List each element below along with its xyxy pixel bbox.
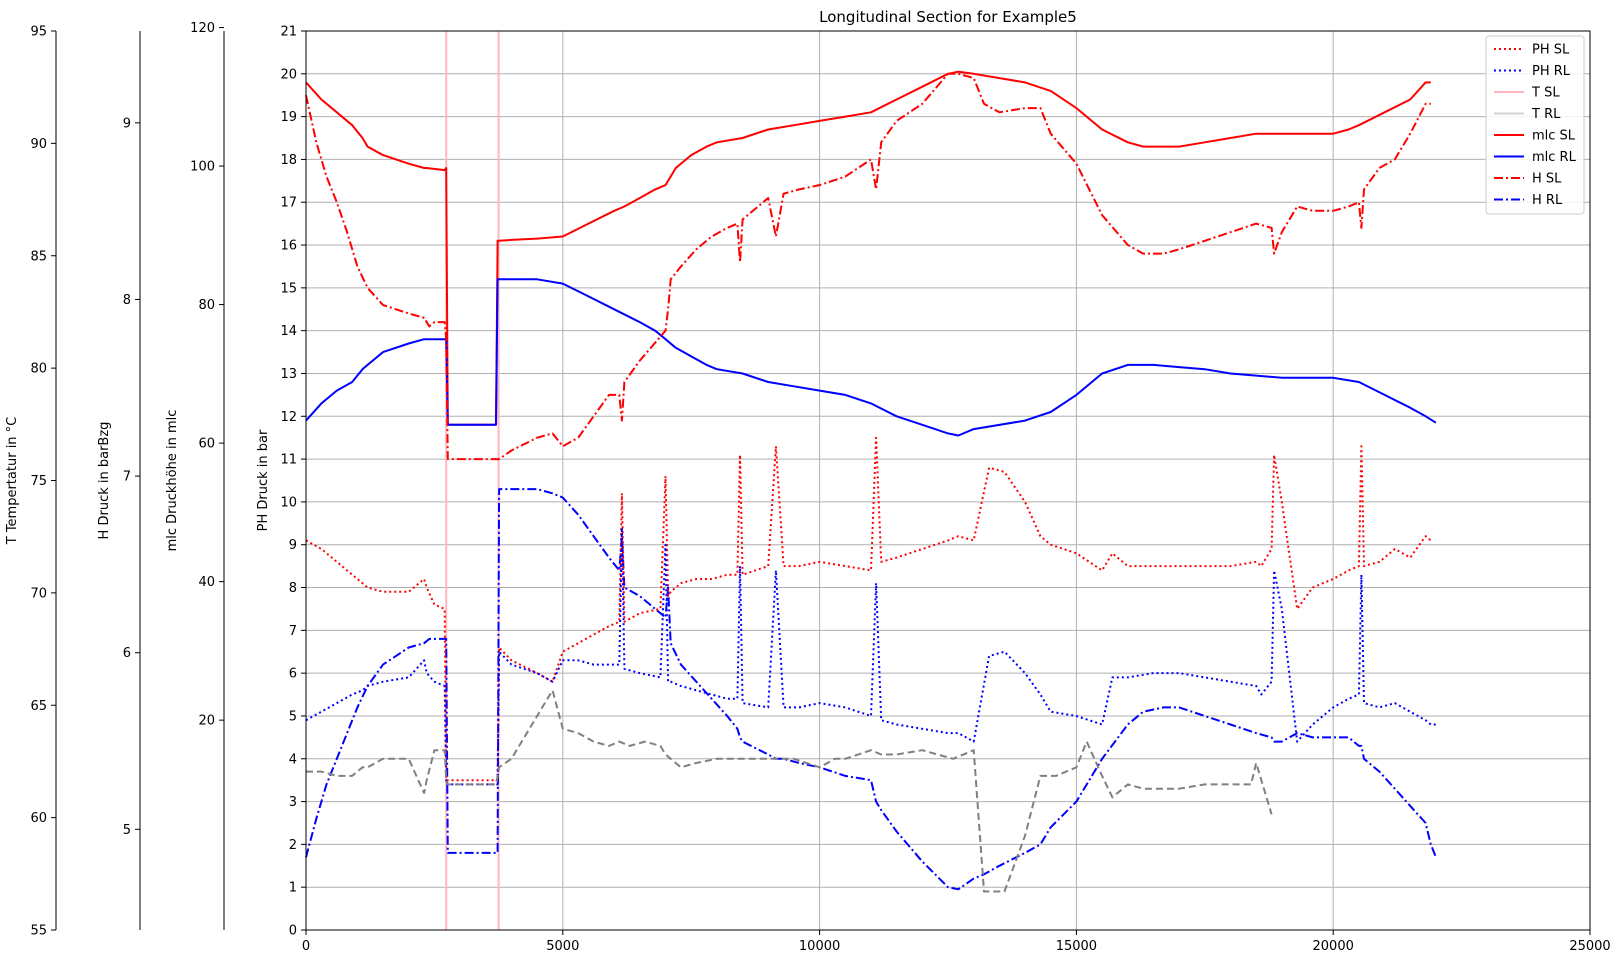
mlc-tick-label: 120 [190, 21, 215, 36]
ph-tick-label: 0 [289, 924, 297, 939]
mlc-axis: 20 40 60 80 100 120 mlc Druckhöhe in mlc [165, 21, 225, 930]
legend-label: mlc SL [1532, 129, 1576, 144]
ph-tick-label: 4 [289, 752, 297, 767]
legend-label: H RL [1532, 193, 1563, 208]
ph-tick-label: 9 [289, 538, 297, 553]
h-tick-label: 7 [123, 470, 131, 485]
series-layer [305, 31, 1437, 930]
ph-tick-label: 11 [280, 453, 297, 468]
x-tick-label: 15000 [1056, 939, 1097, 954]
x-axis: 0 5000 10000 15000 20000 25000 [302, 930, 1611, 954]
ph-tick-label: 8 [289, 581, 297, 596]
h-axis: 5 6 7 8 9 H Druck in barBzg [97, 31, 141, 930]
ph-tick-label: 20 [280, 67, 297, 82]
mlc-axis-label: mlc Druckhöhe in mlc [165, 410, 180, 552]
ph-tick-label: 6 [289, 667, 297, 682]
h-tick-label: 9 [123, 116, 131, 131]
series-line [305, 70, 1431, 426]
h-tick-label: 5 [123, 823, 131, 838]
t-tick-label: 80 [30, 362, 47, 377]
t-tick-label: 60 [30, 811, 47, 826]
chart-title: Longitudinal Section for Example5 [819, 8, 1077, 26]
ph-tick-label: 15 [280, 281, 297, 296]
x-tick-label: 0 [302, 939, 310, 954]
ph-tick-label: 7 [289, 624, 297, 639]
ph-tick-label: 3 [289, 795, 297, 810]
ph-tick-label: 16 [280, 239, 297, 254]
legend-label: mlc RL [1532, 150, 1577, 165]
mlc-tick-label: 80 [198, 298, 215, 313]
plot-frame [305, 30, 1591, 931]
series-line [305, 488, 1437, 891]
t-tick-label: 55 [30, 924, 47, 939]
ph-tick-label: 10 [280, 495, 297, 510]
series-line [305, 278, 1437, 437]
series-line [306, 689, 1273, 893]
ph-tick-label: 12 [280, 410, 297, 425]
legend-label: PH RL [1532, 64, 1571, 79]
legend-box [1485, 35, 1585, 215]
t-tick-label: 65 [30, 699, 47, 714]
legend-label: T SL [1531, 86, 1560, 101]
ph-tick-label: 18 [280, 153, 297, 168]
mlc-tick-label: 20 [198, 714, 215, 729]
h-axis-label: H Druck in barBzg [97, 422, 112, 540]
ph-tick-label: 14 [280, 324, 297, 339]
legend-label: PH SL [1532, 43, 1570, 58]
h-tick-label: 6 [123, 646, 131, 661]
x-tick-label: 5000 [546, 939, 579, 954]
t-axis-label: T Tempertatur in °C [5, 417, 20, 546]
x-tick-label: 25000 [1569, 939, 1610, 954]
t-axis: 55 60 65 70 75 80 85 90 95 T Tempertatur in °C [5, 25, 57, 939]
ph-tick-label: 21 [280, 25, 297, 40]
legend: PH SL PH RL T SL T RL mlc SL mlc RL H SL H RL [1485, 35, 1585, 215]
t-tick-label: 90 [30, 137, 47, 152]
ph-tick-label: 19 [280, 110, 297, 125]
ph-tick-label: 17 [280, 196, 297, 211]
ph-tick-label: 13 [280, 367, 297, 382]
ph-tick-label: 2 [289, 838, 297, 853]
plot-border [305, 30, 1591, 931]
t-tick-label: 75 [30, 474, 47, 489]
h-tick-label: 8 [123, 293, 131, 308]
mlc-tick-label: 100 [190, 160, 215, 175]
ph-tick-label: 5 [289, 709, 297, 724]
legend-label: T RL [1531, 107, 1561, 122]
x-tick-label: 10000 [799, 939, 840, 954]
ph-axis-label: PH Druck in bar [256, 429, 271, 531]
series-line [305, 72, 1431, 461]
x-tick-label: 20000 [1313, 939, 1354, 954]
mlc-tick-label: 60 [198, 437, 215, 452]
legend-label: H SL [1532, 172, 1562, 187]
mlc-tick-label: 40 [198, 575, 215, 590]
series-line [305, 436, 1432, 782]
t-tick-label: 85 [30, 249, 47, 264]
ph-tick-label: 1 [289, 881, 297, 896]
series-line [305, 526, 1436, 786]
t-tick-label: 95 [30, 25, 47, 40]
t-tick-label: 70 [30, 586, 47, 601]
